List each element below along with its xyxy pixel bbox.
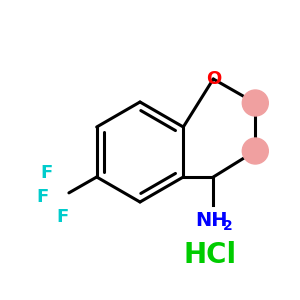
Text: F: F <box>57 208 69 226</box>
Text: F: F <box>37 188 49 206</box>
Text: HCl: HCl <box>183 241 237 269</box>
Text: O: O <box>206 70 221 88</box>
Circle shape <box>242 90 268 116</box>
Circle shape <box>242 138 268 164</box>
Text: 2: 2 <box>222 219 232 233</box>
Text: F: F <box>41 164 53 182</box>
Text: NH: NH <box>195 212 228 230</box>
